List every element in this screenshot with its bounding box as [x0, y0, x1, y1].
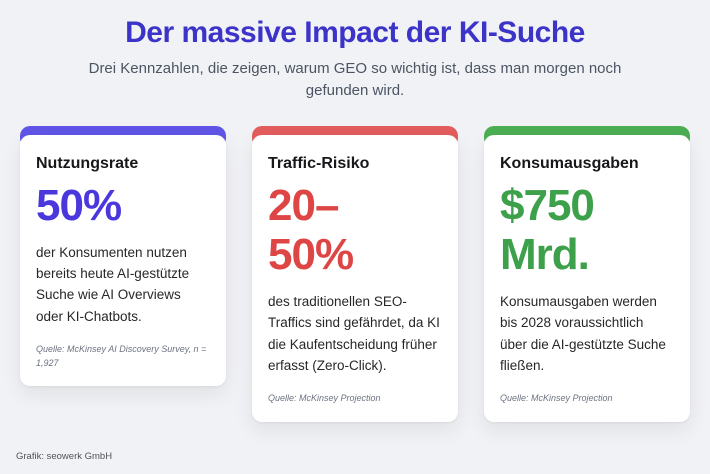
card-heading: Konsumausgaben [500, 154, 639, 172]
card-heading: Traffic-Risiko [268, 154, 370, 172]
card-source: Quelle: McKinsey AI Discovery Survey, n … [36, 344, 207, 368]
header: Der massive Impact der KI-Suche Drei Ken… [0, 0, 710, 102]
card-heading: Nutzungsrate [36, 154, 139, 172]
card-text: Konsumausgaben werden bis 2028 voraussic… [500, 294, 666, 374]
card-text: des traditionellen SEO-Traffics sind gef… [268, 294, 440, 374]
stat-card-konsumausgaben: Konsumausgaben $750 Mrd. Konsumausgaben … [484, 125, 690, 422]
card-panel: Traffic-Risiko 20– 50% des traditionelle… [252, 134, 458, 422]
stat-card-traffic-risiko: Traffic-Risiko 20– 50% des traditionelle… [252, 125, 458, 422]
card-source: Quelle: McKinsey Projection [500, 393, 613, 404]
card-source: Quelle: McKinsey Projection [268, 393, 381, 404]
card-value: 20– 50% [268, 180, 354, 279]
page-title: Der massive Impact der KI-Suche [125, 16, 585, 49]
stat-card-nutzungsrate: Nutzungsrate 50% der Konsumenten nutzen … [20, 125, 226, 387]
card-value: $750 Mrd. [500, 180, 595, 279]
credit-text: Grafik: seowerk GmbH [16, 451, 113, 462]
stat-cards-row: Nutzungsrate 50% der Konsumenten nutzen … [0, 125, 710, 422]
card-panel: Nutzungsrate 50% der Konsumenten nutzen … [20, 134, 226, 387]
card-text: der Konsumenten nutzen bereits heute AI-… [36, 244, 190, 324]
card-panel: Konsumausgaben $750 Mrd. Konsumausgaben … [484, 134, 690, 422]
card-value: 50% [36, 180, 122, 230]
page-subtitle: Drei Kennzahlen, die zeigen, warum GEO s… [88, 60, 622, 99]
